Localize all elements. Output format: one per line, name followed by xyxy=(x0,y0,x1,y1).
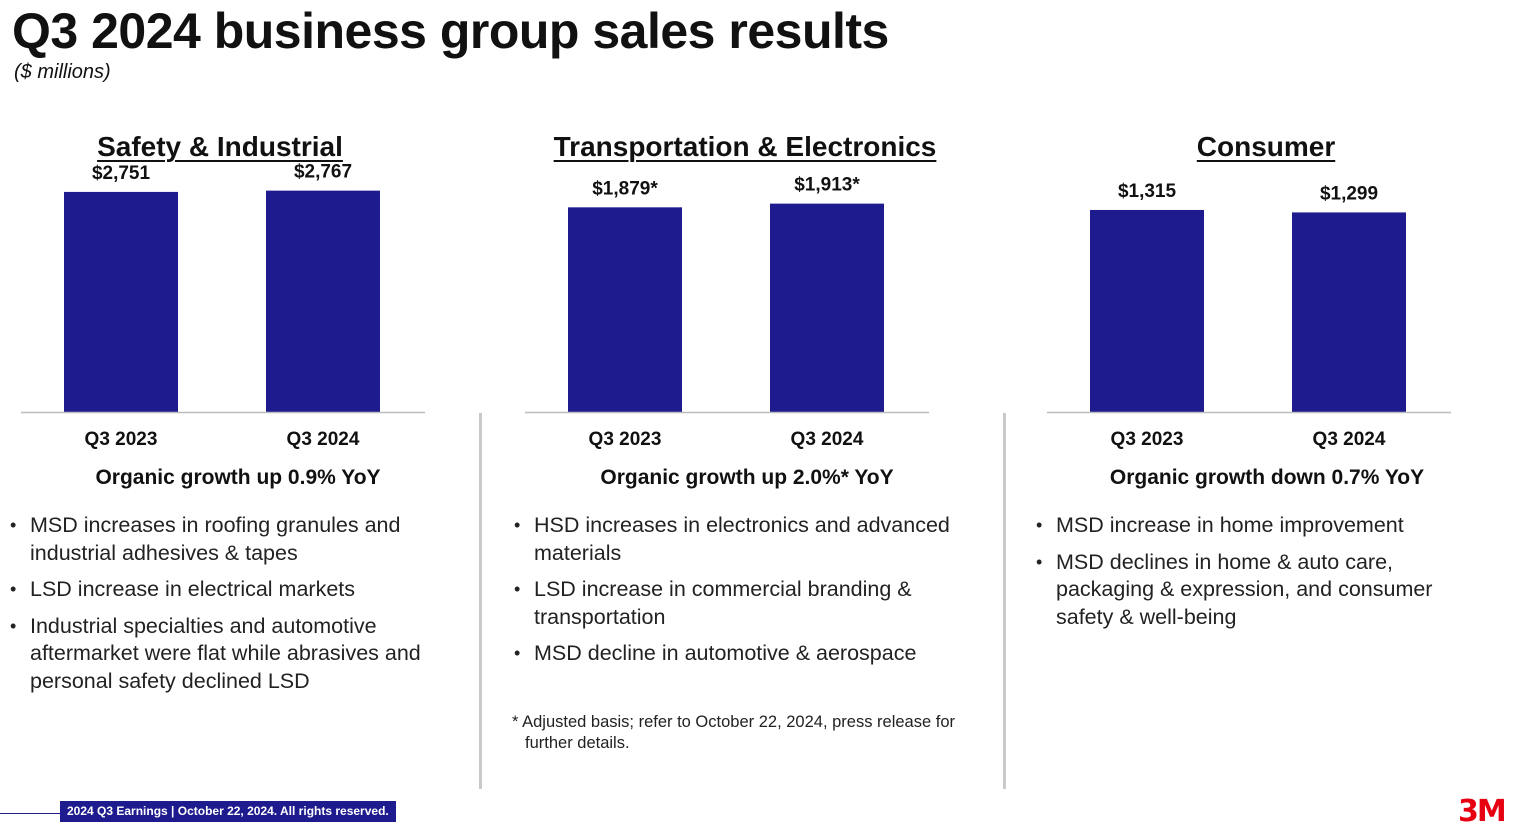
bar-chart-transportation-electronics: $1,879* Q3 2023 $1,913* Q3 2024 xyxy=(525,175,929,450)
data-label: $1,299 xyxy=(1320,183,1378,204)
page-title: Q3 2024 business group sales results xyxy=(12,3,889,59)
segment-title: Transportation & Electronics xyxy=(553,131,937,162)
page-subtitle: ($ millions) xyxy=(14,61,111,83)
list-item: LSD increase in commercial branding & tr… xyxy=(512,576,982,631)
company-logo: 3M xyxy=(1458,794,1507,829)
data-label: $2,751 xyxy=(92,163,151,184)
data-label: $2,767 xyxy=(294,162,352,183)
organic-growth-text: Organic growth up 0.9% YoY xyxy=(95,466,381,489)
category-tick-label: Q3 2024 xyxy=(1313,429,1386,450)
category-tick-label: Q3 2023 xyxy=(1111,429,1184,450)
bar xyxy=(568,207,682,412)
bar xyxy=(770,203,884,412)
footnote: * Adjusted basis; refer to October 22, 2… xyxy=(512,713,955,752)
bullet-list: MSD increase in home improvement MSD dec… xyxy=(1034,512,1494,640)
bar xyxy=(266,190,380,412)
segment-panel-transportation-electronics: Transportation & Electronics $1,879* Q3 2… xyxy=(512,0,982,800)
bar xyxy=(1292,212,1406,412)
data-label: $1,879* xyxy=(592,178,658,199)
list-item: MSD declines in home & auto care, packag… xyxy=(1034,549,1494,632)
bar-chart-safety-industrial: $2,751 Q3 2023 $2,767 Q3 2024 xyxy=(21,162,425,450)
data-label: $1,913* xyxy=(794,175,860,196)
list-item: Industrial specialties and automotive af… xyxy=(8,613,458,696)
category-tick-label: Q3 2023 xyxy=(85,429,158,450)
category-tick-label: Q3 2024 xyxy=(791,429,864,450)
segment-title: Safety & Industrial xyxy=(97,131,343,162)
data-label: $1,315 xyxy=(1118,181,1177,202)
segment-panel-consumer: Consumer $1,315 Q3 2023 $1,299 Q3 2024 Orga… xyxy=(1034,0,1504,800)
bullet-list: MSD increases in roofing granules and in… xyxy=(8,512,458,704)
bullet-list: HSD increases in electronics and advance… xyxy=(512,512,982,677)
column-divider xyxy=(1003,413,1006,789)
column-divider xyxy=(479,413,482,789)
list-item: HSD increases in electronics and advance… xyxy=(512,512,982,567)
category-tick-label: Q3 2023 xyxy=(589,429,662,450)
list-item: LSD increase in electrical markets xyxy=(8,576,458,604)
list-item: MSD increases in roofing granules and in… xyxy=(8,512,458,567)
segment-panel-safety-industrial: Safety & Industrial $2,751 Q3 2023 $2,767 Q… xyxy=(8,0,478,800)
footer-banner: 2024 Q3 Earnings | October 22, 2024. All… xyxy=(60,801,396,822)
bar-chart-consumer: $1,315 Q3 2023 $1,299 Q3 2024 xyxy=(1047,181,1451,450)
category-tick-label: Q3 2024 xyxy=(287,429,360,450)
segment-title: Consumer xyxy=(1196,131,1336,162)
footer-rule xyxy=(0,813,60,814)
organic-growth-text: Organic growth down 0.7% YoY xyxy=(1109,466,1425,489)
organic-growth-text: Organic growth up 2.0%* YoY xyxy=(600,466,894,489)
bar xyxy=(64,191,178,412)
list-item: MSD increase in home improvement xyxy=(1034,512,1494,540)
bar xyxy=(1090,209,1204,412)
list-item: MSD decline in automotive & aerospace xyxy=(512,640,982,668)
